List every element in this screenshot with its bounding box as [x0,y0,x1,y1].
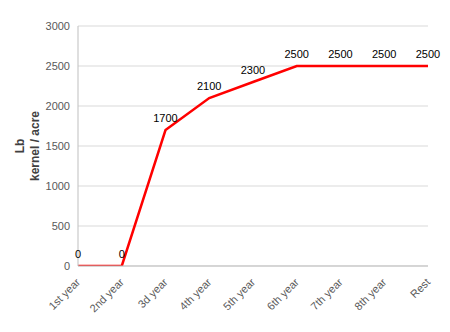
svg-text:1500: 1500 [46,140,70,152]
svg-text:2100: 2100 [197,80,221,92]
svg-text:3d year: 3d year [135,276,170,311]
svg-text:2500: 2500 [416,48,440,60]
svg-text:Lbkernel / acre: Lbkernel / acre [13,111,42,181]
svg-text:2000: 2000 [46,100,70,112]
svg-text:8th year: 8th year [352,276,389,313]
svg-text:6th year: 6th year [264,276,301,313]
svg-text:2500: 2500 [285,48,309,60]
svg-text:2nd year: 2nd year [87,276,126,315]
svg-text:2300: 2300 [241,64,265,76]
svg-text:1st year: 1st year [46,276,82,312]
svg-text:5th year: 5th year [221,276,258,313]
svg-text:1000: 1000 [46,180,70,192]
svg-text:500: 500 [52,220,70,232]
svg-text:4th year: 4th year [177,276,214,313]
svg-text:Rest: Rest [408,276,432,300]
svg-text:2500: 2500 [328,48,352,60]
svg-text:7th year: 7th year [308,276,345,313]
svg-text:2500: 2500 [372,48,396,60]
svg-text:0: 0 [75,248,81,260]
svg-text:3000: 3000 [46,20,70,32]
svg-text:0: 0 [64,260,70,272]
svg-text:0: 0 [119,248,125,260]
svg-text:1700: 1700 [153,112,177,124]
svg-text:2500: 2500 [46,60,70,72]
